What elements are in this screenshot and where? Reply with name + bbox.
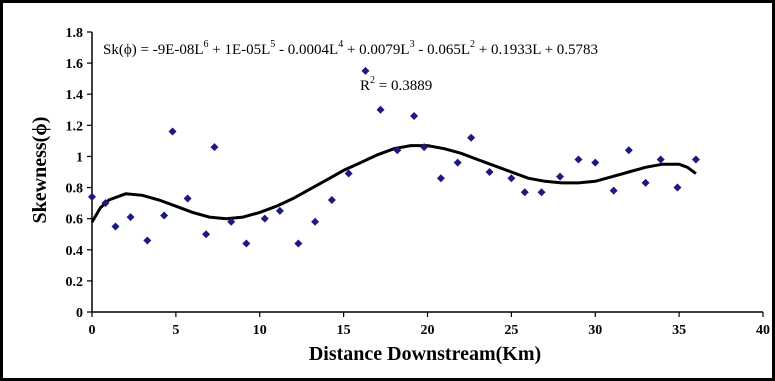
x-tick-label: 35 xyxy=(672,323,686,338)
x-tick-label: 30 xyxy=(588,323,602,338)
y-axis-title: Skewness(ϕ) xyxy=(29,117,51,224)
data-point xyxy=(327,196,336,204)
data-point xyxy=(168,127,177,136)
data-point xyxy=(126,213,135,222)
data-point xyxy=(294,239,303,248)
data-points xyxy=(88,66,700,248)
axes xyxy=(87,31,764,317)
y-tick-label: 0.8 xyxy=(66,182,84,197)
y-tick-label: 0.6 xyxy=(66,213,84,228)
data-point xyxy=(485,168,494,176)
x-tick-label: 0 xyxy=(89,323,96,338)
equation-rhs: = -9E-08L6 + 1E-05L5 - 0.0004L4 + 0.0079… xyxy=(137,39,598,58)
y-tick-label: 1 xyxy=(76,150,83,165)
equation-term: = -9E-08L xyxy=(137,42,204,58)
data-point xyxy=(507,174,516,183)
equation-lhs: Sk(ϕ) xyxy=(103,42,137,58)
data-point xyxy=(453,158,462,167)
y-tick-label: 0 xyxy=(76,306,83,321)
y-tick-label: 0.2 xyxy=(66,275,84,290)
data-point xyxy=(344,169,353,178)
x-tick-label: 10 xyxy=(253,323,267,338)
equation-exponent: 5 xyxy=(270,39,275,50)
polynomial-trend-line xyxy=(90,144,697,223)
data-point xyxy=(260,214,269,223)
data-point xyxy=(275,206,284,215)
data-point xyxy=(202,230,211,239)
equation-exponent: 4 xyxy=(338,39,343,50)
r-squared-label: R2 = 0.3889 xyxy=(360,75,432,94)
data-point xyxy=(361,66,370,75)
data-point xyxy=(420,143,429,152)
y-tick-label: 1.8 xyxy=(66,26,84,41)
data-point xyxy=(537,188,546,197)
data-point xyxy=(88,192,96,201)
y-tick-labels: 0 0.2 0.4 0.6 0.8 1 1.2 1.4 1.6 1.8 xyxy=(66,26,84,321)
data-point xyxy=(673,183,682,192)
data-point xyxy=(183,194,192,203)
data-point xyxy=(160,211,169,220)
data-point xyxy=(393,146,402,155)
data-point xyxy=(111,222,120,231)
y-tick-label: 0.4 xyxy=(66,244,84,259)
data-point xyxy=(242,239,251,248)
x-tick-labels: 0 5 10 15 20 25 30 35 40 xyxy=(89,323,771,338)
data-point xyxy=(467,133,476,142)
data-point xyxy=(311,217,320,226)
equation-exponent: 3 xyxy=(410,39,415,50)
data-point xyxy=(574,155,583,164)
data-point xyxy=(656,155,665,164)
data-point xyxy=(556,172,565,181)
y-tick-label: 1.2 xyxy=(66,119,84,134)
data-point xyxy=(691,155,700,164)
data-point xyxy=(436,174,445,183)
data-point xyxy=(101,199,110,208)
data-point xyxy=(609,186,618,195)
equation-term: + 0.0079L xyxy=(343,42,409,58)
x-tick-label: 15 xyxy=(337,323,351,338)
equation-exponent: 6 xyxy=(204,39,209,50)
data-point xyxy=(410,112,419,120)
equation-term: - 0.0004L xyxy=(275,42,338,58)
equation-label: Sk(ϕ) = -9E-08L6 + 1E-05L5 - 0.0004L4 + … xyxy=(103,39,598,58)
data-point xyxy=(143,236,152,245)
data-point xyxy=(210,143,219,152)
y-tick-label: 1.6 xyxy=(66,57,84,72)
x-tick-label: 20 xyxy=(421,323,435,338)
equation-term: + 0.1933L + 0.5783 xyxy=(475,42,598,58)
data-point xyxy=(376,105,385,114)
x-tick-label: 25 xyxy=(504,323,518,338)
x-tick-label: 5 xyxy=(172,323,179,338)
data-point xyxy=(641,178,650,187)
equation-exponent: 2 xyxy=(470,39,475,50)
data-point xyxy=(520,188,529,197)
data-point xyxy=(624,146,633,155)
y-tick-label: 1.4 xyxy=(66,88,84,103)
x-axis-title: Distance Downstream(Km) xyxy=(309,343,541,365)
data-point xyxy=(591,158,600,167)
x-tick-label: 40 xyxy=(756,323,770,338)
equation-term: + 1E-05L xyxy=(209,42,271,58)
data-point xyxy=(227,217,236,226)
equation-term: - 0.065L xyxy=(415,42,470,58)
